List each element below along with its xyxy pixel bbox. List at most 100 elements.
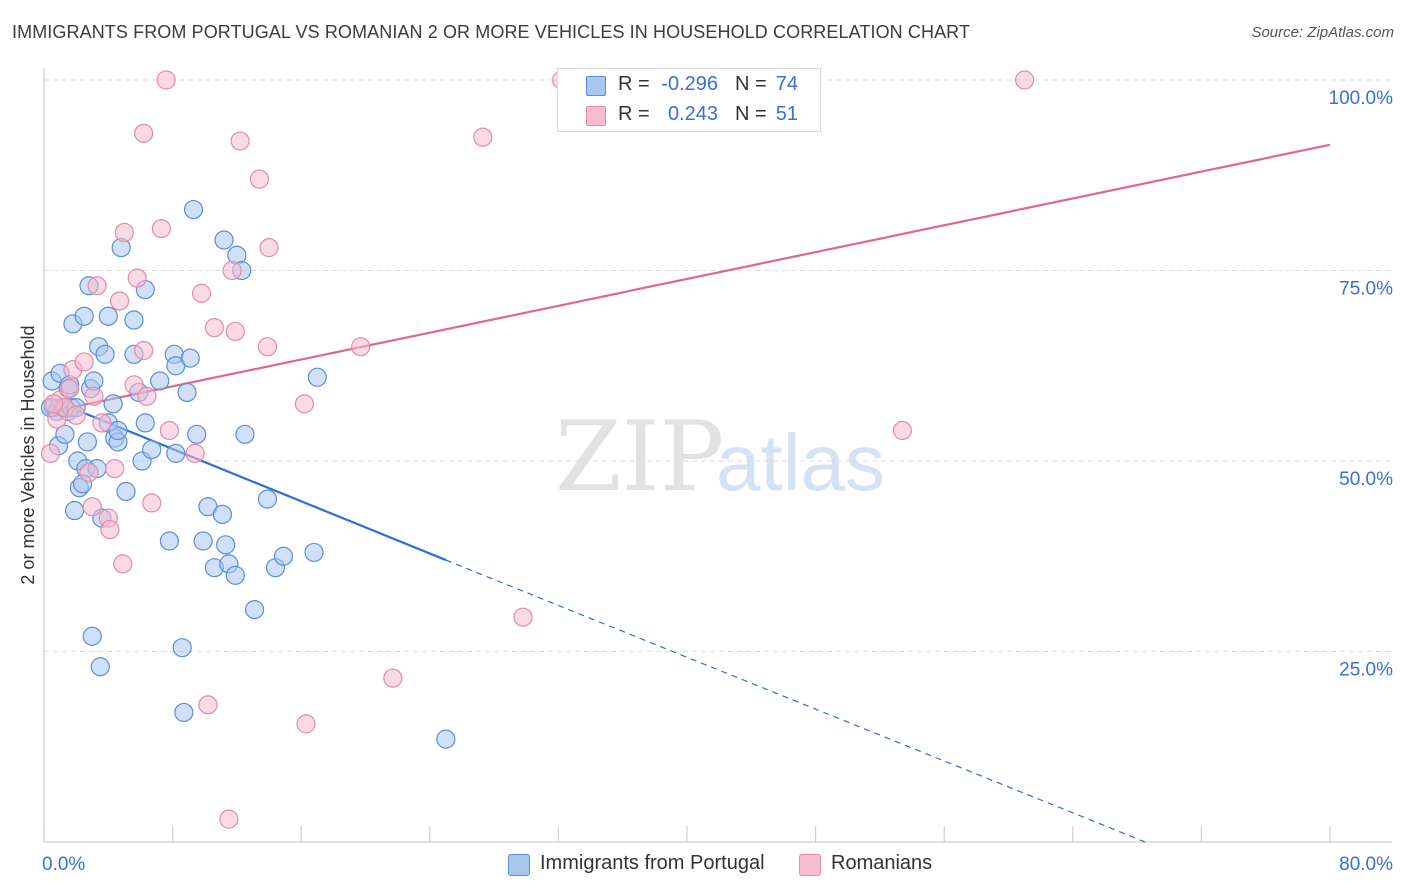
point-romanians (225, 321, 245, 342)
n-value: 51 (775, 103, 798, 125)
watermark-atlas: atlas (716, 418, 885, 507)
point-portugal (307, 367, 327, 387)
point-portugal (436, 729, 456, 749)
point-portugal (159, 531, 179, 551)
point-romanians (294, 394, 315, 414)
point-portugal (116, 481, 136, 502)
point-portugal (235, 424, 255, 444)
point-portugal (108, 420, 128, 441)
bottom-legend: Immigrants from Portugal Romanians (0, 852, 1406, 878)
point-portugal (82, 626, 102, 646)
y-axis-label: 2 or more Vehicles in Household (18, 325, 38, 584)
point-romanians (114, 222, 134, 242)
trend-romanians (51, 143, 1331, 413)
point-portugal (124, 310, 144, 330)
point-portugal (166, 443, 186, 463)
point-portugal (183, 199, 204, 220)
point-portugal (216, 535, 236, 555)
point-portugal (193, 531, 213, 551)
stats-legend: R = -0.296 N = 74 R = 0.243 N = 51 (557, 68, 821, 132)
point-portugal (304, 542, 324, 563)
point-portugal (90, 657, 110, 677)
watermark-zip: ZIP (555, 401, 724, 513)
point-portugal (142, 439, 162, 460)
point-romanians (296, 714, 316, 734)
point-portugal (214, 230, 234, 250)
point-romanians (100, 519, 120, 540)
point-romanians (473, 127, 493, 147)
watermark: ZIP atlas (555, 401, 885, 513)
grid-lines (44, 79, 1392, 652)
point-romanians (79, 462, 99, 483)
stats-row-portugal: R = -0.296 N = 74 (558, 71, 820, 101)
point-romanians (92, 413, 112, 433)
point-romanians (892, 420, 913, 441)
legend-label-portugal: Immigrants from Portugal (540, 852, 765, 874)
point-portugal (55, 424, 75, 444)
point-portugal (64, 500, 85, 521)
point-portugal (172, 638, 192, 658)
point-romanians (156, 70, 176, 90)
point-romanians (219, 809, 239, 829)
r-label: R = (618, 73, 650, 95)
n-label: N = (735, 103, 767, 125)
point-romanians (383, 668, 403, 688)
point-portugal (150, 371, 170, 391)
point-romanians (257, 337, 278, 357)
point-romanians (82, 497, 102, 517)
point-romanians (113, 554, 133, 574)
point-portugal (180, 348, 200, 368)
point-portugal (257, 489, 278, 509)
y-tick-labels: 25.0% 50.0% 75.0% 100.0% (1329, 88, 1394, 681)
point-romanians (66, 405, 86, 425)
point-romanians (40, 443, 61, 463)
point-romanians (249, 169, 270, 189)
y-tick-label: 100.0% (1329, 88, 1394, 109)
point-romanians (84, 386, 104, 406)
point-portugal (174, 702, 194, 723)
series-romanians (40, 70, 1035, 829)
point-romanians (124, 375, 144, 395)
point-portugal (135, 413, 155, 433)
source-label: Source: ZipAtlas.com (1251, 24, 1394, 41)
point-portugal (95, 344, 115, 364)
point-romanians (134, 340, 154, 361)
point-portugal (98, 306, 118, 326)
romanians-swatch (586, 106, 606, 126)
r-label: R = (618, 103, 650, 125)
n-value: 74 (775, 73, 798, 95)
point-romanians (109, 291, 130, 311)
point-portugal (225, 565, 245, 585)
point-portugal (244, 599, 265, 620)
point-portugal (187, 424, 207, 444)
point-romanians (134, 123, 154, 143)
point-romanians (151, 218, 171, 239)
stats-row-romanians: R = 0.243 N = 51 (558, 101, 820, 131)
point-portugal (103, 394, 123, 414)
y-tick-label: 75.0% (1339, 279, 1393, 300)
point-romanians (259, 238, 279, 258)
point-romanians (87, 276, 107, 296)
y-tick-label: 50.0% (1339, 469, 1393, 490)
point-portugal (77, 432, 98, 452)
y-tick-label: 25.0% (1339, 660, 1393, 681)
point-romanians (1014, 70, 1035, 90)
point-romanians (127, 268, 147, 288)
point-portugal (74, 306, 94, 326)
point-romanians (105, 459, 125, 479)
point-romanians (185, 443, 205, 463)
r-value: -0.296 (661, 73, 718, 95)
point-romanians (351, 337, 371, 357)
x-tick-label-min: 0.0% (42, 854, 85, 875)
point-romanians (60, 379, 80, 399)
chart-title: IMMIGRANTS FROM PORTUGAL VS ROMANIAN 2 O… (12, 22, 971, 42)
n-label: N = (735, 73, 767, 95)
point-romanians (191, 283, 212, 303)
point-romanians (142, 493, 162, 513)
legend-label-romanians: Romanians (831, 852, 933, 874)
point-romanians (44, 394, 64, 414)
point-romanians (137, 386, 157, 406)
r-value: 0.243 (667, 103, 718, 125)
point-portugal (177, 382, 197, 403)
